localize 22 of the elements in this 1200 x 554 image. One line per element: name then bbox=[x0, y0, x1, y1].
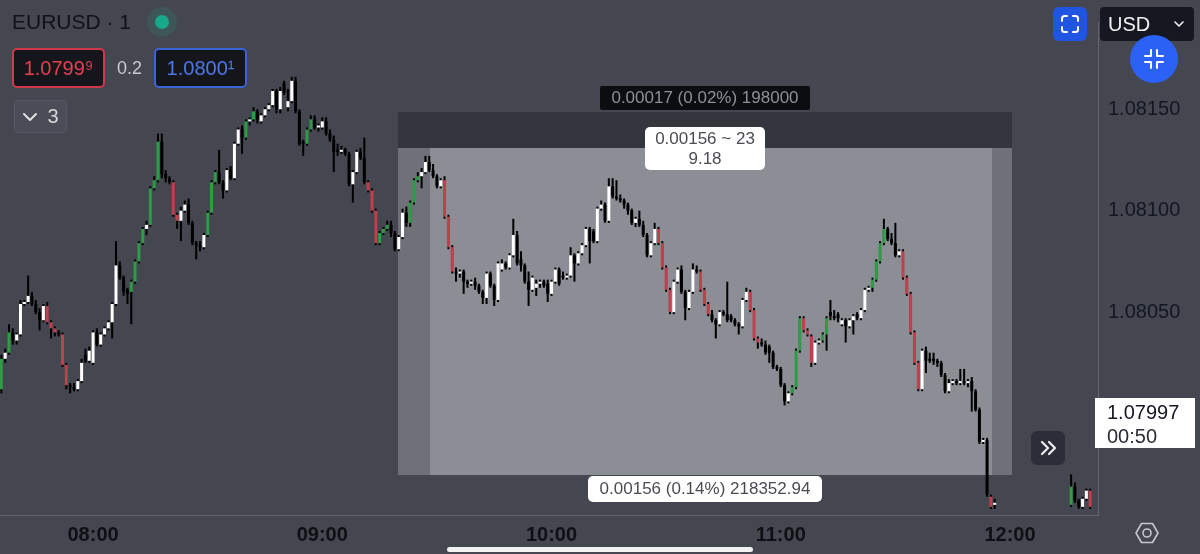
text: 1.07997 bbox=[1107, 400, 1181, 424]
x-tick-label: 11:00 bbox=[755, 522, 806, 545]
x-tick-label: 12:00 bbox=[984, 522, 1036, 545]
text: 00:50 bbox=[1107, 424, 1159, 448]
annotation: 9.18 bbox=[688, 148, 722, 169]
buy-button: 1.0800¹ bbox=[154, 48, 247, 88]
candlestick bbox=[454, 267, 458, 282]
sell-button: 1.0799⁹ bbox=[12, 48, 105, 88]
x-tick-label: 09:00 bbox=[296, 522, 348, 545]
chart-title: EURUSD · 1 bbox=[12, 10, 132, 34]
annotation: 0.00156 (0.14%) 218352.94 bbox=[599, 479, 811, 499]
annotation: 1.0800¹ bbox=[166, 56, 235, 80]
annotation: 0.00156 ~ 23 bbox=[655, 128, 755, 149]
collapse-button: 3 bbox=[14, 100, 67, 133]
annotation: 0.00017 (0.02%) 198000 bbox=[611, 88, 799, 108]
currency-dropdown: USD bbox=[1100, 7, 1194, 41]
annotation: 0.2 bbox=[117, 58, 143, 79]
annotation: 1.0799⁹ bbox=[23, 56, 94, 80]
x-tick-label: 10:00 bbox=[525, 522, 578, 545]
annotation: 3 bbox=[47, 105, 59, 128]
candlestick bbox=[955, 379, 958, 386]
x-tick-label: 08:00 bbox=[67, 522, 119, 545]
